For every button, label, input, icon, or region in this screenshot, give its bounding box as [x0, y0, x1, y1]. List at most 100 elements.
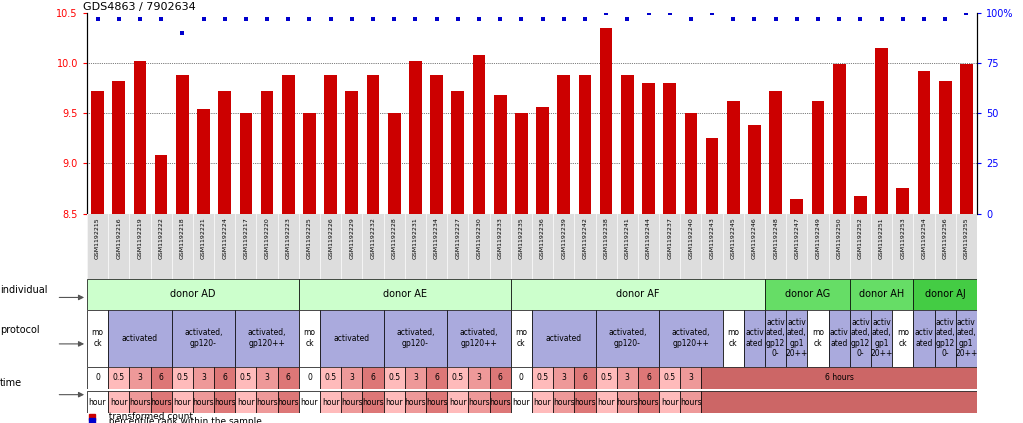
- Bar: [282, 75, 295, 214]
- Bar: [536, 107, 549, 214]
- Text: hour: hour: [534, 398, 551, 407]
- Bar: [277, 391, 299, 413]
- Text: hour: hour: [174, 398, 191, 407]
- Text: GSM1192225: GSM1192225: [307, 217, 312, 258]
- Text: GSM1192218: GSM1192218: [180, 217, 185, 258]
- Text: hours: hours: [341, 398, 362, 407]
- Text: activated,
gp120++: activated, gp120++: [672, 329, 710, 348]
- Text: 0.5: 0.5: [664, 374, 676, 382]
- Bar: [659, 310, 722, 367]
- Bar: [320, 367, 342, 389]
- Bar: [510, 279, 765, 310]
- Text: GSM1192241: GSM1192241: [625, 217, 630, 258]
- Bar: [744, 310, 765, 367]
- Bar: [807, 310, 829, 367]
- Bar: [769, 91, 782, 214]
- Bar: [320, 310, 384, 367]
- Bar: [299, 391, 320, 413]
- Bar: [299, 367, 320, 389]
- Text: GSM1192237: GSM1192237: [667, 217, 672, 259]
- Text: GSM1192221: GSM1192221: [201, 217, 206, 258]
- Text: GSM1192232: GSM1192232: [370, 217, 375, 259]
- Text: GDS4863 / 7902634: GDS4863 / 7902634: [83, 2, 195, 12]
- Bar: [871, 310, 892, 367]
- Text: 6: 6: [434, 374, 439, 382]
- Text: hours: hours: [489, 398, 510, 407]
- Text: GSM1192234: GSM1192234: [434, 217, 439, 259]
- Bar: [955, 310, 977, 367]
- Text: GSM1192233: GSM1192233: [497, 217, 502, 259]
- Text: GSM1192252: GSM1192252: [858, 217, 863, 258]
- Bar: [659, 391, 680, 413]
- Text: 3: 3: [413, 374, 417, 382]
- Text: activ
ated: activ ated: [745, 329, 764, 348]
- Text: 0.5: 0.5: [113, 374, 125, 382]
- Bar: [362, 391, 384, 413]
- Bar: [829, 310, 850, 367]
- Bar: [469, 391, 490, 413]
- Bar: [939, 81, 951, 214]
- Bar: [176, 75, 188, 214]
- Bar: [154, 155, 168, 214]
- Bar: [574, 367, 595, 389]
- Text: 6: 6: [285, 374, 291, 382]
- Text: GSM1192228: GSM1192228: [392, 217, 397, 258]
- Text: hours: hours: [257, 398, 278, 407]
- Bar: [663, 83, 676, 214]
- Bar: [108, 310, 172, 367]
- Bar: [172, 310, 235, 367]
- Bar: [342, 367, 362, 389]
- Text: GSM1192217: GSM1192217: [243, 217, 249, 258]
- Text: GSM1192235: GSM1192235: [519, 217, 524, 258]
- Bar: [87, 279, 299, 310]
- Bar: [621, 75, 633, 214]
- Text: GSM1192248: GSM1192248: [773, 217, 779, 258]
- Bar: [532, 367, 553, 389]
- Bar: [553, 391, 574, 413]
- Text: time: time: [0, 378, 23, 388]
- Text: GSM1192231: GSM1192231: [413, 217, 418, 258]
- Bar: [914, 310, 935, 367]
- Bar: [706, 138, 718, 214]
- Text: mo
ck: mo ck: [727, 329, 740, 348]
- Text: GSM1192243: GSM1192243: [710, 217, 715, 259]
- Text: 0: 0: [95, 374, 100, 382]
- Bar: [87, 391, 108, 413]
- Bar: [172, 367, 193, 389]
- Bar: [494, 95, 506, 214]
- Text: 3: 3: [202, 374, 206, 382]
- Text: individual: individual: [0, 285, 47, 295]
- Text: GSM1192245: GSM1192245: [730, 217, 736, 258]
- Text: GSM1192249: GSM1192249: [815, 217, 820, 259]
- Bar: [595, 391, 617, 413]
- Text: hour: hour: [237, 398, 255, 407]
- Text: donor AJ: donor AJ: [925, 289, 966, 299]
- Text: hours: hours: [469, 398, 490, 407]
- Text: 0.5: 0.5: [239, 374, 252, 382]
- Bar: [239, 113, 253, 214]
- Text: mo
ck: mo ck: [304, 329, 315, 348]
- Text: hours: hours: [405, 398, 427, 407]
- Text: 6: 6: [222, 374, 227, 382]
- Bar: [451, 91, 464, 214]
- Text: mo
ck: mo ck: [91, 329, 103, 348]
- Text: hours: hours: [680, 398, 702, 407]
- Bar: [214, 391, 235, 413]
- Bar: [299, 279, 510, 310]
- Text: 0.5: 0.5: [601, 374, 612, 382]
- Bar: [108, 367, 129, 389]
- Bar: [426, 367, 447, 389]
- Bar: [791, 198, 803, 214]
- Bar: [91, 91, 104, 214]
- Text: hour: hour: [449, 398, 466, 407]
- Bar: [638, 391, 659, 413]
- Bar: [172, 391, 193, 413]
- Bar: [850, 310, 871, 367]
- Text: hours: hours: [426, 398, 447, 407]
- Bar: [87, 310, 108, 367]
- Text: mo
ck: mo ck: [516, 329, 528, 348]
- Bar: [129, 391, 150, 413]
- Text: 0: 0: [307, 374, 312, 382]
- Text: mo
ck: mo ck: [812, 329, 825, 348]
- Bar: [150, 391, 172, 413]
